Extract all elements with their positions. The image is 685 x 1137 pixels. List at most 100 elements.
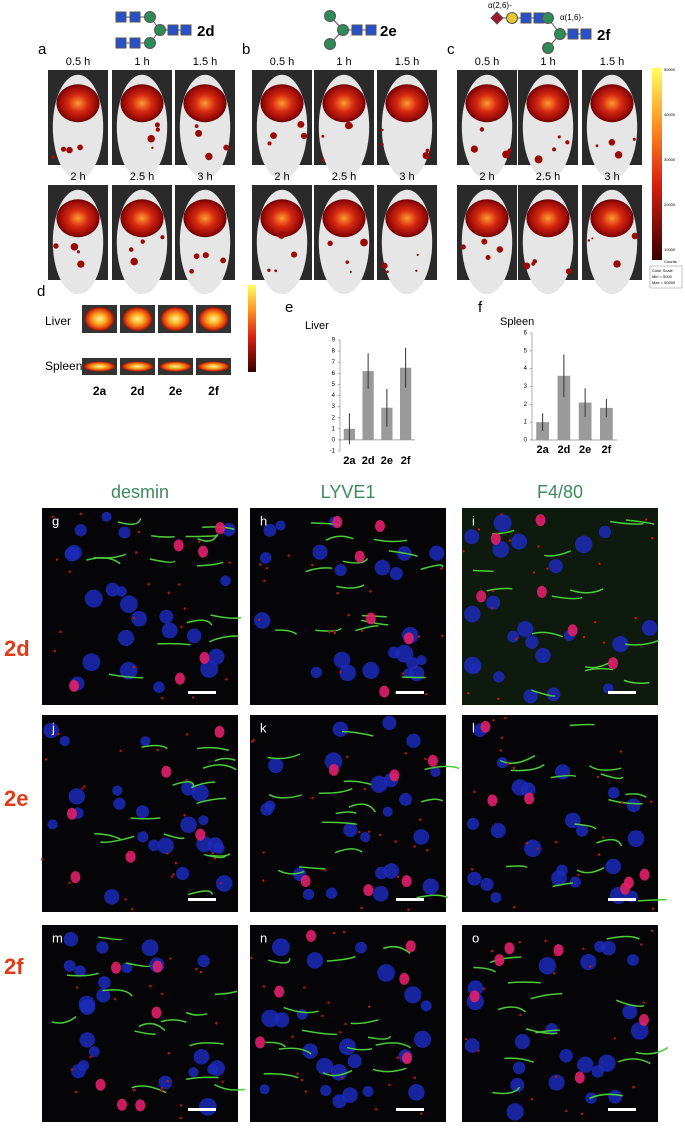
nucleus <box>121 962 133 974</box>
nucleus <box>490 892 502 903</box>
nucleus <box>382 806 393 817</box>
red-dot <box>413 845 416 848</box>
row-label: 2e <box>4 786 28 811</box>
nucleus <box>43 722 59 739</box>
magenta-cell <box>195 828 206 841</box>
signal-spot <box>344 121 353 130</box>
mouse-image <box>112 70 172 180</box>
green-process <box>130 817 161 820</box>
nucleus <box>84 589 103 608</box>
liver-signal <box>526 199 570 238</box>
nucleus <box>105 582 120 597</box>
green-process <box>497 1006 527 1013</box>
red-dot <box>477 528 481 531</box>
red-dot <box>504 716 507 720</box>
red-dot <box>367 1005 371 1008</box>
green-process <box>202 764 237 771</box>
nucleus <box>630 1021 649 1040</box>
nucleus <box>74 965 86 977</box>
signal-spot <box>532 259 538 264</box>
signal-spot <box>70 242 79 251</box>
red-dot <box>577 873 580 877</box>
red-dot <box>258 618 261 622</box>
red-dot <box>115 962 119 966</box>
color-tick-label: 10000 <box>664 247 676 252</box>
green-process <box>584 667 614 672</box>
red-dot <box>328 630 331 633</box>
nucleus <box>490 823 506 839</box>
red-dot <box>424 693 428 696</box>
green-process <box>188 890 214 896</box>
time-label: 1.5 h <box>600 56 624 68</box>
nucleus <box>608 1089 623 1104</box>
glycan-2e <box>324 10 377 50</box>
y-tick-label: 0 <box>524 438 528 444</box>
nucleus <box>514 1034 531 1050</box>
magenta-cell <box>476 590 487 603</box>
green-process <box>342 730 374 737</box>
red-dot <box>344 1022 347 1026</box>
signal-spot <box>151 146 154 150</box>
panel-label: b <box>242 41 250 58</box>
nucleus <box>607 786 620 799</box>
red-dot <box>225 678 228 681</box>
red-dot <box>81 787 84 790</box>
nucleus <box>594 940 606 953</box>
green-process <box>589 1093 623 1100</box>
color-scale-note: Max = 50000 <box>652 280 676 285</box>
red-dot <box>464 1038 468 1041</box>
signal-spot <box>193 253 200 260</box>
green-process <box>189 1042 224 1047</box>
red-dot <box>156 748 159 752</box>
green-process <box>318 788 353 795</box>
signal-spot <box>481 238 488 245</box>
nucleus <box>492 541 510 558</box>
green-process <box>336 584 365 589</box>
signal-spot <box>507 148 512 153</box>
signal-spot <box>591 237 594 240</box>
nucleus <box>605 858 621 875</box>
red-dot <box>597 853 601 856</box>
signal-spot <box>485 254 491 260</box>
red-dot <box>500 736 504 739</box>
magenta-cell <box>389 769 400 782</box>
magenta-cell <box>620 882 631 895</box>
magenta-cell <box>116 1098 127 1111</box>
signal-spot <box>523 262 531 270</box>
panel-label: e <box>285 299 293 316</box>
nucleus <box>302 1043 318 1059</box>
green-process <box>322 1069 353 1077</box>
green-process <box>507 981 541 984</box>
red-dot <box>44 758 48 761</box>
green-process <box>208 635 239 643</box>
green-process <box>268 958 291 964</box>
time-label: 1 h <box>134 56 149 68</box>
green-process <box>608 798 643 805</box>
green-process <box>623 679 650 684</box>
signal-spot <box>267 141 272 146</box>
red-dot <box>552 972 556 975</box>
micrograph <box>250 925 446 1122</box>
green-process <box>172 781 195 788</box>
red-dot <box>602 641 606 644</box>
nucleus <box>372 885 389 902</box>
nucleus <box>159 609 174 624</box>
red-dot <box>132 666 135 669</box>
signal-spot <box>552 147 557 152</box>
time-label: 1.5 h <box>193 56 217 68</box>
green-process <box>278 1047 312 1055</box>
nucleus <box>574 535 593 554</box>
red-dot <box>632 1085 635 1089</box>
red-dot <box>342 930 346 934</box>
red-dot <box>178 583 181 586</box>
nucleus <box>188 1067 199 1078</box>
red-dot <box>340 1076 344 1079</box>
red-dot <box>169 957 172 960</box>
nucleus <box>580 953 597 971</box>
red-dot <box>191 696 195 699</box>
panel-label: i <box>472 513 475 528</box>
panel-label: n <box>260 930 267 945</box>
green-process <box>486 587 513 592</box>
red-dot <box>588 965 592 968</box>
x-tick-label: 2a <box>343 455 356 467</box>
